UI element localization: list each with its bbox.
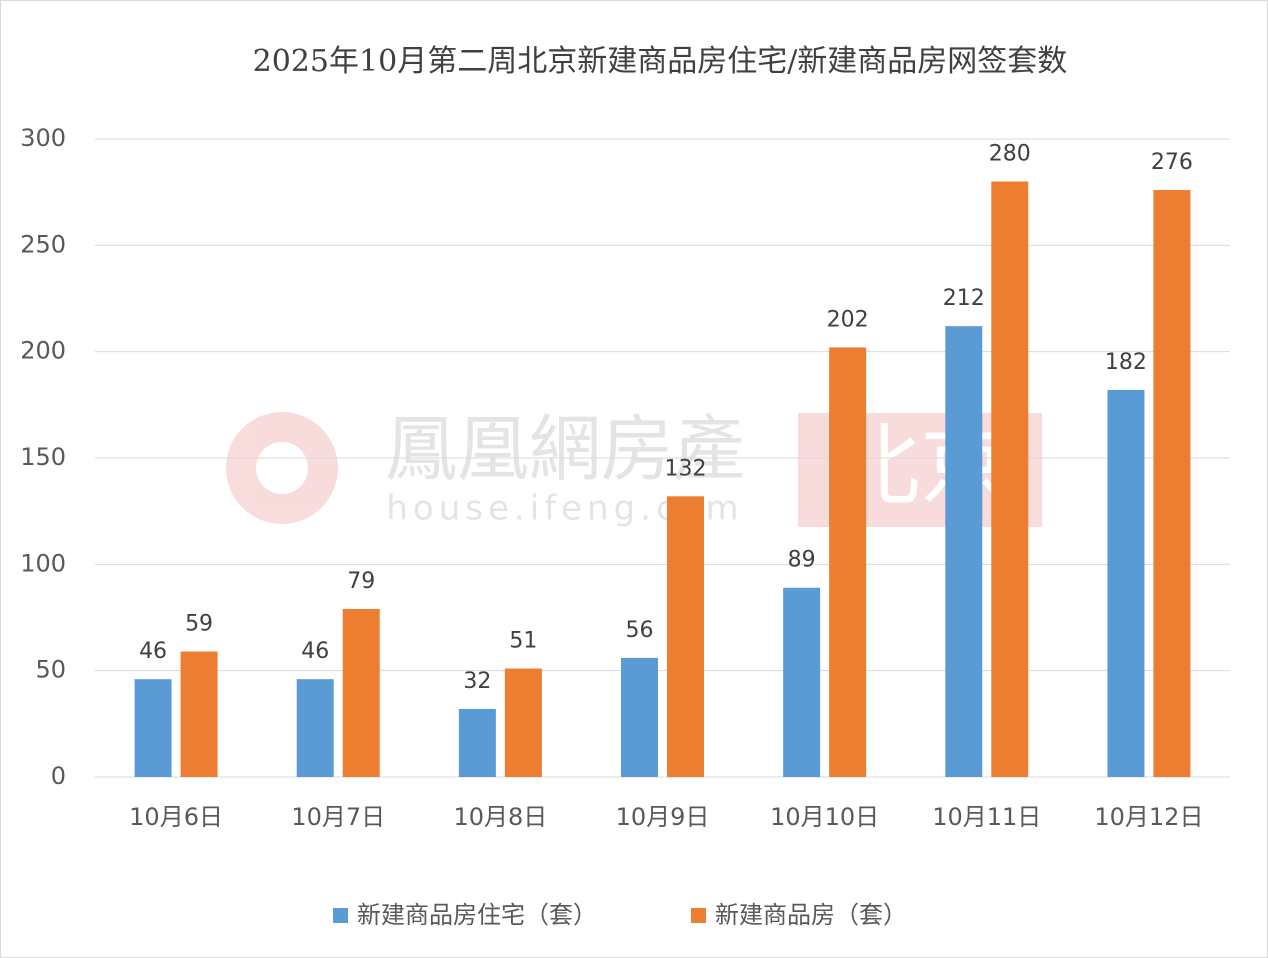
bar (621, 657, 658, 777)
bar (180, 651, 218, 777)
watermark-logo (226, 412, 338, 524)
bar (783, 587, 821, 777)
y-tick-label: 0 (51, 762, 66, 790)
bar (1153, 190, 1191, 778)
data-label: 56 (626, 618, 654, 643)
y-tick-label: 50 (35, 656, 66, 684)
bar (991, 181, 1029, 778)
bar (342, 608, 380, 777)
y-tick-label: 250 (20, 230, 66, 258)
data-label: 32 (463, 669, 491, 694)
y-tick-label: 300 (20, 124, 66, 152)
bar (945, 326, 983, 777)
bar (829, 347, 867, 777)
bar (667, 496, 704, 777)
bar (504, 668, 542, 777)
data-label: 79 (347, 569, 375, 594)
legend-swatch (691, 908, 706, 923)
data-label: 132 (665, 456, 707, 481)
data-label: 89 (788, 548, 816, 573)
bar (1107, 389, 1145, 777)
bar (458, 708, 496, 777)
bar (296, 679, 334, 777)
bar (134, 679, 172, 777)
data-label: 212 (943, 286, 985, 311)
data-label: 202 (827, 307, 869, 332)
data-label: 46 (139, 639, 167, 664)
data-label: 276 (1151, 150, 1193, 175)
legend-label: 新建商品房住宅（套） (357, 901, 597, 929)
data-label: 51 (509, 629, 537, 654)
watermark-brand: 鳳凰網房產 (385, 407, 745, 491)
legend-label: 新建商品房（套） (715, 901, 907, 929)
y-tick-label: 150 (20, 443, 66, 471)
x-tick-label: 10月6日 (129, 803, 223, 831)
legend-swatch (333, 908, 348, 923)
data-label: 46 (301, 639, 329, 664)
x-tick-label: 10月10日 (770, 803, 879, 831)
watermark-logo (256, 442, 308, 494)
x-tick-label: 10月11日 (932, 803, 1041, 831)
data-label: 59 (185, 612, 213, 637)
data-label: 182 (1105, 350, 1147, 375)
data-label: 280 (989, 142, 1031, 167)
y-tick-label: 200 (20, 337, 66, 365)
x-tick-label: 10月9日 (616, 803, 710, 831)
y-tick-label: 100 (20, 549, 66, 577)
x-tick-label: 10月12日 (1094, 803, 1203, 831)
chart-title: 2025年10月第二周北京新建商品房住宅/新建商品房网签套数 (253, 44, 1068, 79)
x-tick-label: 10月7日 (291, 803, 385, 831)
x-tick-label: 10月8日 (453, 803, 547, 831)
